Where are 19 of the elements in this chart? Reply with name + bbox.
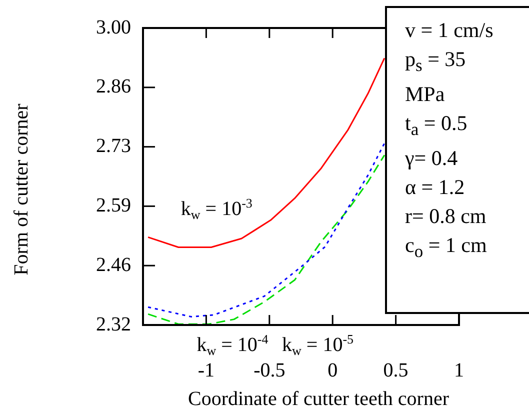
x-tick-label: 0.5 [383, 359, 408, 382]
annotation: γ= 0.4 [405, 145, 459, 172]
y-tick-label: 3.00 [96, 16, 131, 38]
annotation: r= 0.8 cm [405, 203, 488, 230]
y-axis-title: Form of cutter corner [10, 102, 34, 278]
annotation: α = 1.2 [405, 174, 466, 202]
y-tick-label: 2.32 [96, 313, 131, 336]
x-tick-label: -1 [198, 359, 215, 382]
x-tick-label: 0 [328, 359, 338, 382]
x-tick-label: 1 [454, 359, 464, 382]
x-tick-label: -0.5 [254, 359, 286, 382]
x-axis-title: Coordinate of cutter teeth corner [188, 388, 449, 411]
annotation: t$_{a}$ = 0.5 [405, 110, 468, 142]
y-tick-label: 2.59 [96, 194, 131, 216]
annotation: v = 1 cm/s [405, 17, 494, 44]
y-tick-label: 2.46 [96, 254, 131, 276]
annotation: c$_{o}$ = 1 cm [405, 232, 488, 264]
y-tick-label: 2.73 [96, 135, 131, 158]
y-tick-label: 2.86 [96, 76, 131, 98]
